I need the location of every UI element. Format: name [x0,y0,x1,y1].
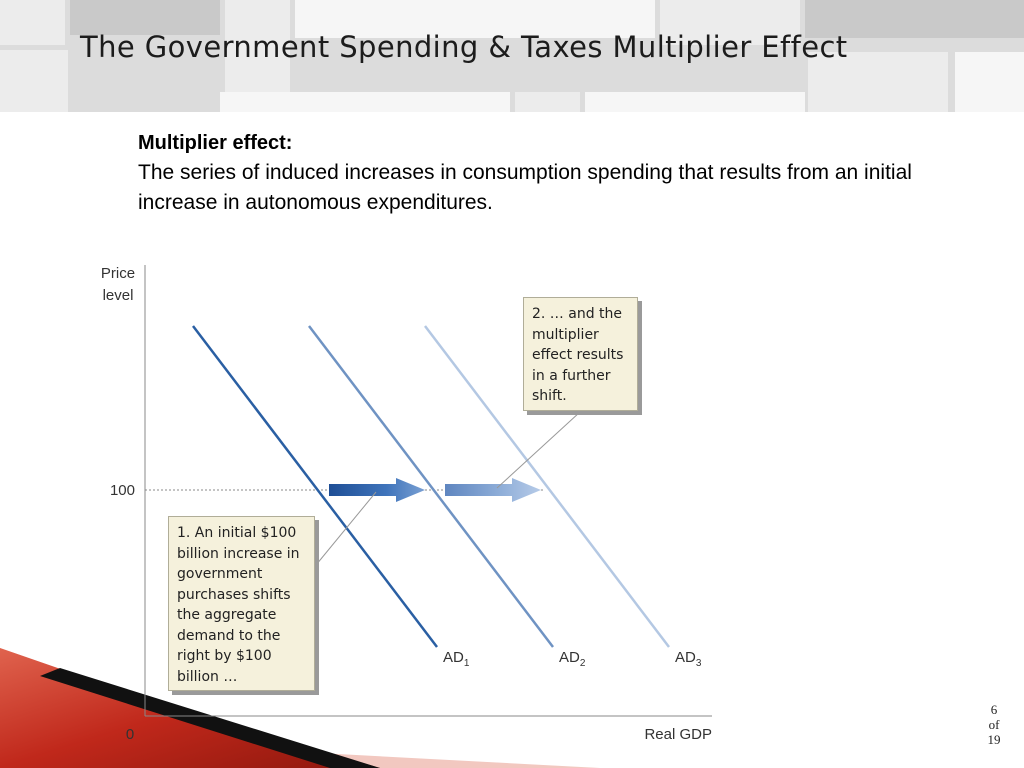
swoosh-red [0,648,380,768]
header-tile [808,52,948,112]
ad3-curve [424,325,670,648]
decorative-swoosh [0,648,600,768]
y-axis-label-line2: level [103,287,134,304]
callout-multiplier-shift: 2. … and the multiplier effect results i… [523,297,638,411]
page-current: 6 [990,702,998,717]
ad2-curve [308,325,554,648]
page-number: 6 of 19 [974,702,1014,747]
y-axis-label-line1: Price [101,265,135,282]
definition-text: The series of induced increases in consu… [138,161,912,214]
definition-block: Multiplier effect: The series of induced… [138,128,958,218]
ad3-label: AD3 [675,649,702,669]
page-of: of [988,717,1000,732]
x-axis-label: Real GDP [644,726,712,743]
ad1-label: AD1 [443,649,470,669]
shift-arrow-1 [329,478,425,502]
header-tile [220,92,510,112]
header-tile [0,0,65,45]
callout-2-leader [496,411,581,489]
header-tile [955,52,1024,112]
header-banner: The Government Spending & Taxes Multipli… [0,0,1024,112]
ad1-curve [192,325,438,648]
slide-title: The Government Spending & Taxes Multipli… [80,30,848,64]
origin-label: 0 [126,726,134,743]
callout-initial-shift: 1. An initial $100 billion increase in g… [168,516,315,691]
header-tile [70,0,220,35]
header-tile [515,92,580,112]
header-tile [805,0,1024,38]
header-tile [0,50,68,112]
ad2-label: AD2 [559,649,586,669]
callout-1-leader [315,491,377,566]
price-tick-label: 100 [110,482,135,499]
header-tile [660,0,800,45]
definition-term: Multiplier effect: [138,132,293,154]
shift-arrow-2 [445,478,541,502]
swoosh-black [40,668,380,768]
header-tile [295,0,655,38]
header-tile [585,92,805,112]
page-total: 19 [987,732,1001,747]
